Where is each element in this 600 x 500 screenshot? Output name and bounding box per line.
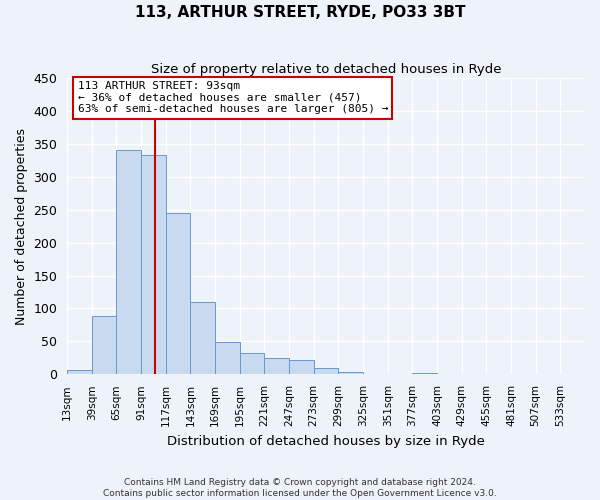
Bar [190, 302, 215, 374]
X-axis label: Distribution of detached houses by size in Ryde: Distribution of detached houses by size … [167, 434, 485, 448]
Bar [412, 373, 437, 374]
Bar [314, 368, 338, 374]
Bar [116, 150, 141, 374]
Y-axis label: Number of detached properties: Number of detached properties [15, 128, 28, 324]
Text: 113, ARTHUR STREET, RYDE, PO33 3BT: 113, ARTHUR STREET, RYDE, PO33 3BT [135, 5, 465, 20]
Bar [215, 342, 240, 374]
Bar [67, 370, 92, 374]
Bar [289, 360, 314, 374]
Bar [166, 213, 190, 374]
Bar [240, 354, 265, 374]
Bar [92, 316, 116, 374]
Text: Contains HM Land Registry data © Crown copyright and database right 2024.
Contai: Contains HM Land Registry data © Crown c… [103, 478, 497, 498]
Bar [338, 372, 363, 374]
Bar [265, 358, 289, 374]
Bar [141, 155, 166, 374]
Text: 113 ARTHUR STREET: 93sqm
← 36% of detached houses are smaller (457)
63% of semi-: 113 ARTHUR STREET: 93sqm ← 36% of detach… [77, 81, 388, 114]
Title: Size of property relative to detached houses in Ryde: Size of property relative to detached ho… [151, 62, 502, 76]
